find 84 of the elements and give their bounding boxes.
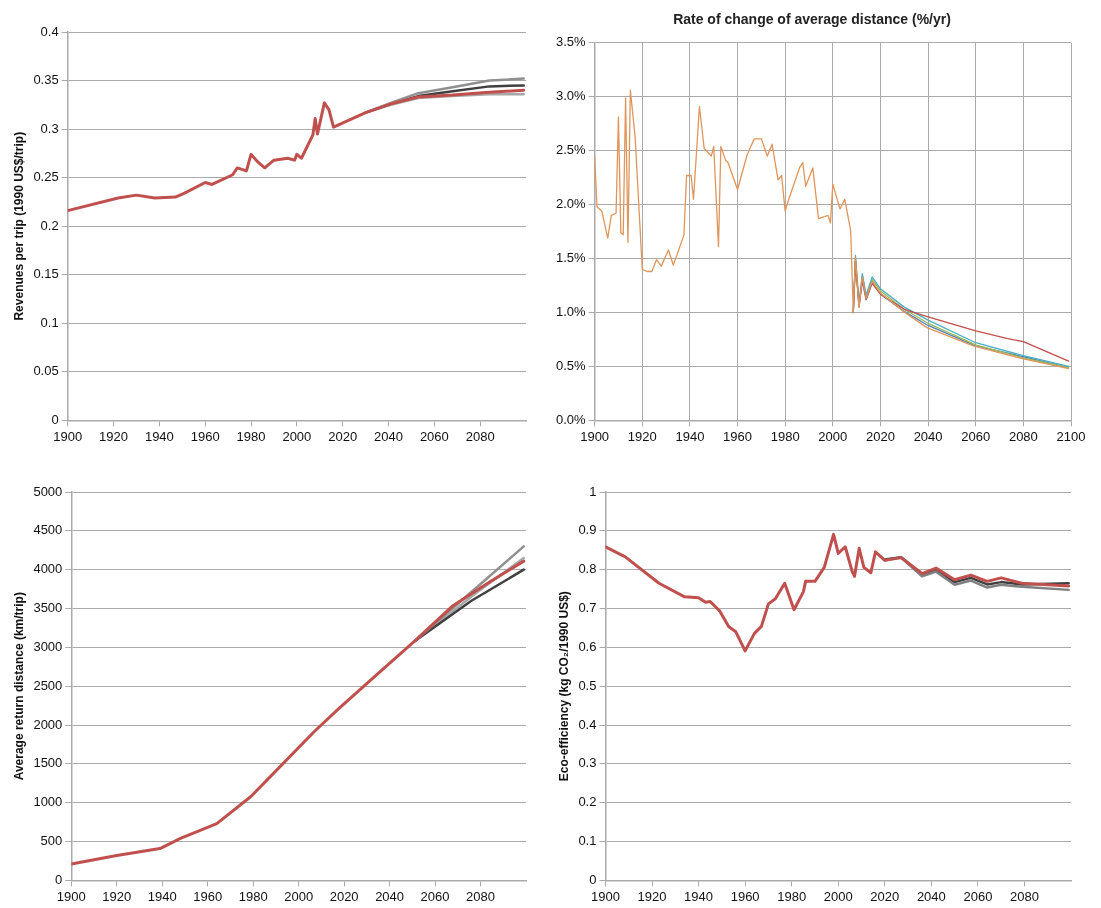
- x-tick-label: 1900: [580, 428, 610, 444]
- y-tick-label: 3.0%: [555, 88, 587, 104]
- x-tick-label: 2080: [1009, 888, 1039, 904]
- y-tick-label: 0.4: [40, 23, 59, 39]
- y-tick-label: 3000: [33, 638, 63, 654]
- y-tick-label: 0.3: [40, 120, 59, 136]
- x-tick-label: 1980: [770, 428, 800, 444]
- y-tick-label: 2.5%: [555, 142, 587, 158]
- x-tick-label: 1960: [193, 888, 223, 904]
- x-tick-label: 2080: [465, 428, 495, 444]
- x-tick-label: 2020: [865, 428, 895, 444]
- x-tick-label: 2040: [374, 428, 403, 444]
- x-tick-label: 1920: [627, 428, 657, 444]
- y-tick-label: 0: [589, 871, 597, 887]
- y-tick-label: 500: [40, 833, 63, 849]
- x-tick-label: 2000: [284, 888, 314, 904]
- x-tick-label: 2000: [823, 888, 853, 904]
- y-tick-label: 0.25: [33, 169, 59, 185]
- y-axis-title: Revenues per trip (1990 US$/trip): [11, 131, 26, 321]
- y-tick-label: 0.5: [578, 677, 597, 693]
- x-tick-label: 1940: [684, 888, 714, 904]
- x-tick-label: 1980: [777, 888, 807, 904]
- x-tick-label: 2060: [963, 888, 993, 904]
- x-tick-label: 1960: [190, 428, 220, 444]
- y-tick-label: 3500: [33, 600, 63, 616]
- y-tick-label: 0.7: [578, 600, 597, 616]
- y-tick-label: 0.3: [578, 755, 597, 771]
- x-tick-label: 1900: [591, 888, 620, 904]
- x-tick-label: 2040: [913, 428, 943, 444]
- y-tick-label: 1.5%: [555, 250, 587, 266]
- y-tick-label: 0.2: [40, 217, 59, 233]
- y-tick-label: 0.5%: [555, 358, 587, 374]
- x-tick-label: 2040: [916, 888, 946, 904]
- y-tick-label: 3.5%: [555, 34, 587, 50]
- x-tick-label: 2060: [961, 428, 991, 444]
- x-tick-label: 2020: [870, 888, 900, 904]
- y-tick-label: 1500: [33, 755, 63, 771]
- x-tick-label: 1980: [236, 428, 266, 444]
- x-tick-label: 1940: [144, 428, 174, 444]
- x-tick-label: 1980: [238, 888, 268, 904]
- chart-title: Rate of change of average distance (%/yr): [673, 11, 951, 28]
- y-tick-label: 0: [55, 871, 63, 887]
- x-tick-label: 1960: [723, 428, 752, 444]
- x-tick-label: 1900: [56, 888, 86, 904]
- x-tick-label: 1920: [102, 888, 132, 904]
- y-tick-label: 0.1: [40, 314, 59, 330]
- x-tick-label: 2020: [328, 428, 358, 444]
- y-tick-label: 2000: [33, 716, 63, 732]
- y-tick-label: 1: [589, 483, 597, 499]
- y-tick-label: 1.0%: [555, 304, 587, 320]
- y-tick-label: 4000: [33, 561, 63, 577]
- y-tick-label: 0.0%: [555, 411, 587, 427]
- x-tick-label: 2060: [419, 428, 449, 444]
- x-tick-label: 2080: [1008, 428, 1038, 444]
- y-tick-label: 4500: [33, 522, 63, 538]
- x-tick-label: 1900: [53, 428, 83, 444]
- x-tick-label: 2100: [1056, 428, 1086, 444]
- y-tick-label: 0.9: [578, 522, 597, 538]
- x-tick-label: 2020: [329, 888, 359, 904]
- x-tick-label: 1920: [637, 888, 667, 904]
- y-tick-label: 0.4: [578, 716, 597, 732]
- y-tick-label: 1000: [33, 794, 63, 810]
- x-tick-label: 1940: [147, 888, 177, 904]
- y-tick-label: 0: [51, 411, 59, 427]
- x-tick-label: 2000: [818, 428, 848, 444]
- y-axis-title: Average return distance (km/trip): [11, 592, 26, 781]
- x-tick-label: 1920: [99, 428, 128, 444]
- x-tick-label: 2000: [282, 428, 312, 444]
- y-axis-title: Eco-efficiency (kg CO₂/1990 US$): [556, 591, 571, 782]
- y-tick-label: 0.1: [578, 833, 597, 849]
- x-tick-label: 2040: [375, 888, 405, 904]
- y-tick-label: 0.8: [578, 561, 597, 577]
- y-tick-label: 5000: [33, 483, 63, 499]
- x-tick-label: 2080: [466, 888, 495, 904]
- x-tick-label: 1960: [730, 888, 760, 904]
- y-tick-label: 0.6: [578, 638, 597, 654]
- y-tick-label: 0.15: [33, 266, 59, 282]
- y-tick-label: 2500: [33, 677, 63, 693]
- y-tick-label: 2.0%: [555, 196, 587, 212]
- y-tick-label: 0.35: [33, 72, 59, 88]
- y-tick-label: 0.05: [33, 363, 59, 379]
- y-tick-label: 0.2: [578, 794, 597, 810]
- x-tick-label: 1940: [675, 428, 705, 444]
- x-tick-label: 2060: [420, 888, 450, 904]
